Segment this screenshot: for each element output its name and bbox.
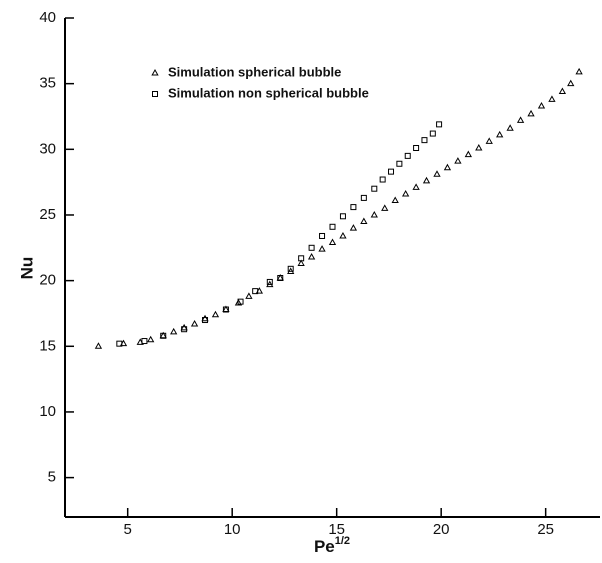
y-tick-label: 40 (39, 9, 56, 26)
triangle-marker (496, 130, 504, 138)
triangle-marker (307, 252, 316, 260)
triangle-marker (506, 124, 514, 131)
triangle-marker (391, 196, 399, 204)
square-marker (298, 255, 305, 262)
triangle-marker (201, 314, 209, 322)
triangle-marker (370, 210, 378, 218)
triangle-marker (537, 101, 546, 109)
triangle-marker (422, 176, 431, 184)
square-marker (404, 152, 411, 159)
square-marker (319, 232, 326, 239)
triangle-marker (339, 231, 347, 239)
square-marker (116, 340, 123, 347)
triangle-marker (328, 238, 337, 246)
triangle-marker (433, 170, 441, 177)
square-marker (388, 168, 395, 175)
triangle-marker (349, 224, 358, 231)
square-marker (252, 288, 259, 295)
triangle-marker (381, 204, 389, 211)
triangle-marker (94, 342, 103, 349)
triangle-marker (485, 137, 493, 144)
triangle-marker (475, 143, 483, 151)
square-marker (360, 194, 367, 201)
triangle-marker (454, 157, 462, 164)
triangle-marker (190, 319, 199, 327)
square-marker (152, 91, 158, 97)
x-axis-label: Pe1/2 (314, 535, 350, 557)
x-label-sup: 1/2 (335, 535, 350, 547)
triangle-marker (159, 331, 167, 339)
square-marker (339, 213, 346, 220)
triangle-marker (401, 189, 410, 197)
triangle-marker (527, 109, 535, 117)
square-marker (413, 145, 420, 152)
square-marker (429, 130, 436, 137)
triangle-marker (245, 292, 253, 299)
square-marker (160, 332, 167, 339)
y-tick-label: 35 (39, 75, 56, 92)
triangle-marker (443, 163, 452, 171)
x-label-base: Pe (314, 537, 335, 556)
triangle-marker (151, 68, 159, 76)
y-axis-label: Nu (17, 257, 36, 280)
triangle-marker (548, 95, 556, 102)
triangle-marker (464, 150, 472, 158)
triangle-marker (180, 323, 188, 331)
square-marker (421, 137, 428, 144)
square-marker (308, 244, 315, 251)
triangle-marker (567, 79, 575, 87)
x-tick-label: 15 (328, 521, 345, 538)
square-marker (202, 317, 209, 324)
square-marker (277, 275, 284, 282)
square-marker (379, 176, 386, 183)
triangle-marker (318, 245, 326, 252)
triangle-marker (234, 298, 243, 306)
triangle-marker (211, 310, 220, 318)
triangle-marker (222, 305, 230, 313)
triangle-marker (412, 183, 420, 190)
y-tick-label: 30 (39, 140, 56, 157)
square-marker (329, 223, 336, 230)
y-tick-label: 20 (39, 272, 56, 289)
legend-label: Simulation non spherical bubble (168, 85, 369, 100)
square-marker (266, 278, 273, 285)
triangle-marker (276, 273, 284, 281)
triangle-marker (360, 217, 368, 225)
square-marker (287, 265, 294, 272)
x-tick-label: 10 (224, 521, 241, 538)
y-tick-label: 15 (39, 337, 56, 354)
triangle-marker (575, 67, 583, 75)
square-marker (141, 338, 148, 345)
triangle-marker (516, 116, 525, 123)
square-marker (181, 326, 188, 333)
triangle-marker (558, 87, 567, 95)
square-marker (396, 160, 403, 167)
y-tick-label: 25 (39, 206, 56, 223)
square-marker (222, 306, 229, 313)
triangle-marker (147, 335, 155, 343)
triangle-marker (170, 327, 178, 335)
x-tick-label: 5 (124, 521, 132, 538)
square-marker (436, 121, 443, 128)
legend-label: Simulation spherical bubble (168, 64, 341, 79)
y-tick-label: 5 (48, 469, 56, 486)
x-tick-label: 25 (537, 521, 554, 538)
x-tick-label: 20 (433, 521, 450, 538)
square-marker (237, 298, 244, 305)
y-tick-label: 10 (39, 403, 56, 420)
square-marker (350, 204, 357, 211)
triangle-marker (297, 259, 305, 267)
square-marker (371, 185, 378, 192)
